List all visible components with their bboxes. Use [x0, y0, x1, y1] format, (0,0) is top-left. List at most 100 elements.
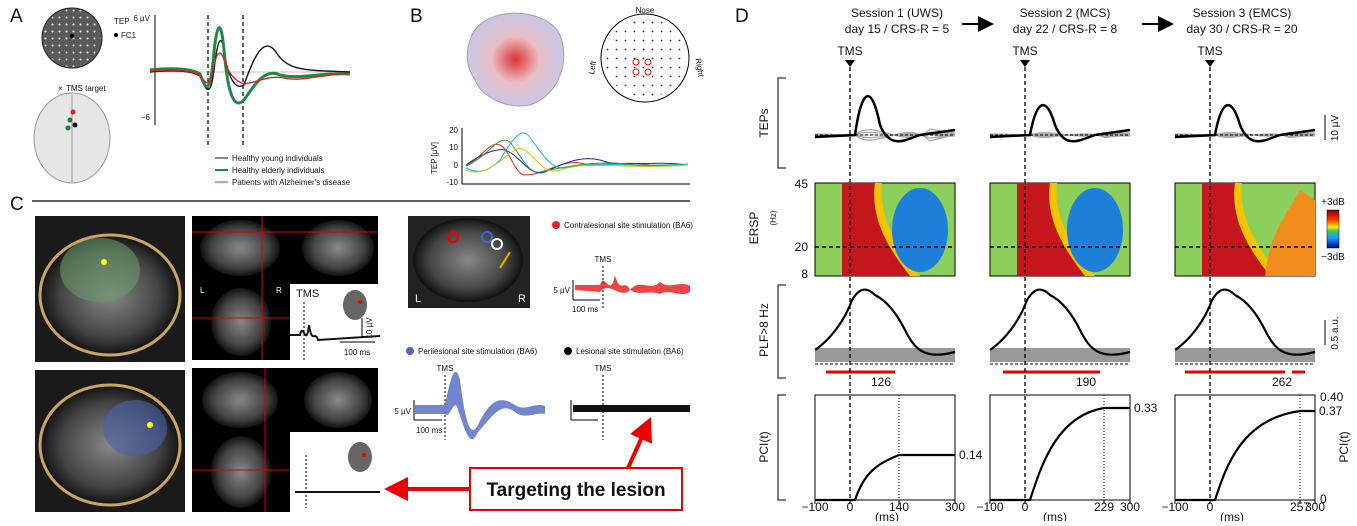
panel-c-circle [491, 238, 503, 250]
panel-a: A TEP FC1 × TMS target 6 µV −6 Healthy y… [10, 6, 351, 187]
panel-b-path [465, 147, 689, 173]
plf-time-label: 126 [871, 375, 891, 389]
panel-b: B Nose Left Right TEP [µV] 20 10 0 -10 [410, 6, 706, 187]
row-label: ERSP [747, 212, 761, 245]
scale-label: 10 µV [1330, 115, 1341, 142]
panel-letter: B [410, 6, 423, 27]
plf-time-label: 262 [1272, 375, 1292, 389]
panel-c-line [626, 417, 653, 469]
tms-label: TMS [595, 364, 612, 373]
x-tick-label: 300 [945, 500, 965, 514]
y-bottom-label: −6 [141, 113, 151, 122]
row-label: PLF>8 Hz [757, 303, 771, 357]
panel-a-circle [67, 117, 73, 123]
x-axis-label: (ms) [1220, 510, 1244, 521]
pci-curve [815, 453, 955, 502]
plf-time-label: 190 [1076, 375, 1096, 389]
panel-b-rect [603, 16, 687, 100]
session-subtitle: day 22 / CRS-R = 8 [1013, 22, 1118, 36]
row-label: PCI(t) [757, 431, 771, 462]
scale-label: 100 ms [344, 348, 370, 357]
y-tick-label: 20 [795, 240, 809, 254]
condition-title: Lesional site stimulation (BA6) [576, 347, 684, 356]
nose-label: Nose [636, 6, 655, 15]
panel-c-path [415, 371, 545, 440]
x-tick-label: 0 [1022, 500, 1029, 514]
pci-frame [989, 394, 1131, 501]
panel-c-circle [481, 231, 493, 243]
panel-b-path [466, 12, 565, 107]
session-title: Session 2 (MCS) [1020, 6, 1111, 20]
scale-label: 5 µV [553, 286, 570, 295]
panel-c-ellipse [211, 436, 271, 508]
panel-c-circle [447, 231, 459, 243]
panel-c-line [499, 251, 511, 269]
tms-marker [845, 60, 855, 67]
panel-letter: A [10, 6, 23, 27]
panel-a-circle [65, 125, 71, 131]
panel-a-path [149, 26, 351, 105]
panel-d-path [777, 77, 786, 501]
plf-band [1175, 348, 1315, 362]
target-label: TMS target [66, 84, 106, 93]
panel-c-ellipse [302, 220, 374, 276]
x-tick-label: 229 [1094, 500, 1114, 514]
plf-curve [814, 288, 956, 356]
panel-b-circle [632, 58, 640, 66]
pci-curve [990, 406, 1130, 502]
panel-b-circle [632, 68, 640, 76]
scale-label: 0.5 a.u. [1330, 316, 1341, 349]
session-title: Session 3 (EMCS) [1193, 6, 1292, 20]
pci-value-label: 0.33 [1134, 401, 1158, 415]
colorbar-label: +3dB [1321, 197, 1345, 208]
tms-label: TMS [1197, 44, 1222, 58]
scale-label: 100 ms [416, 426, 442, 435]
panel-letter: D [735, 6, 749, 27]
session-subtitle: day 15 / CRS-R = 5 [845, 22, 950, 36]
panel-c: C L R TMS 10 µV 100 ms L R Contralesiona… [10, 194, 693, 512]
right-label: Right [693, 58, 705, 79]
x-tick-label: 257 [1290, 500, 1310, 514]
pci-tick-label: 0.40 [1320, 390, 1344, 404]
panel-c-ellipse [200, 220, 280, 276]
tms-marker [1020, 60, 1030, 67]
ersp-warm [1265, 190, 1315, 276]
x-tick-label: −100 [1161, 500, 1188, 514]
panel-c-ellipse [103, 400, 167, 456]
session-column: Session 1 (UWS) day 15 / CRS-R = 5 TMS 126 0… [801, 6, 982, 524]
ersp-red [1202, 183, 1270, 276]
panel-a-circle [72, 122, 78, 128]
ersp-yellow [1049, 183, 1095, 276]
coronal-side-label: L [415, 293, 421, 305]
panel-b-circle [644, 68, 652, 76]
ersp-blue [1067, 188, 1123, 272]
scale-label: 5 µV [394, 407, 411, 416]
session-subtitle: day 30 / CRS-R = 20 [1186, 22, 1297, 36]
x-tick-label: 140 [889, 500, 909, 514]
session-column: Session 3 (EMCS) day 30 / CRS-R = 20 TMS 26… [1161, 6, 1343, 524]
y-tick-label: 45 [795, 177, 809, 191]
panel-c-ellipse [343, 290, 367, 320]
panel-c-ellipse [348, 442, 372, 472]
tms-label: TMS [595, 255, 612, 264]
panel-a-text: × [58, 84, 63, 93]
plf-curve [1174, 288, 1316, 356]
map-label: TEP [114, 17, 130, 26]
panel-c-circle [358, 300, 362, 304]
axis-label: PCI(t) [1337, 431, 1351, 462]
pci-value-label: 0.37 [1319, 404, 1343, 418]
y-tick-label: 8 [801, 267, 808, 281]
panel-c-ellipse [304, 372, 372, 428]
session-column: Session 2 (MCS) day 22 / CRS-R = 8 TMS 190 0… [976, 6, 1158, 524]
panel-c-circle [147, 422, 153, 428]
x-tick-label: 0 [1207, 500, 1214, 514]
panel-c-circle [101, 259, 107, 265]
panel-d: D TEPs ERSP (Hz) PLF>8 Hz PCI(t) 45 20 8… [735, 6, 1351, 524]
x-tick-label: 300 [1120, 500, 1140, 514]
tep-mean [989, 103, 1131, 143]
row-label: TEPs [757, 108, 771, 137]
tms-marker [1205, 60, 1215, 67]
ersp-red [1017, 183, 1085, 276]
tms-label: TMS [837, 44, 862, 58]
row-unit: (Hz) [769, 210, 778, 225]
